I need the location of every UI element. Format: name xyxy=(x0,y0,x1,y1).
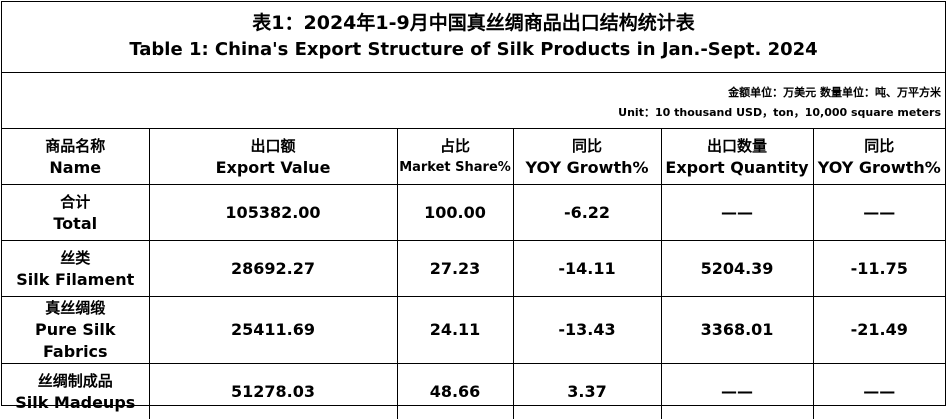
header-cell-en: YOY Growth% xyxy=(514,157,661,179)
header-cell-en: YOY Growth% xyxy=(814,157,946,179)
header-cell-en: Export Value xyxy=(150,157,397,179)
data-cell: 28692.27 xyxy=(149,241,397,297)
data-cell: 48.66 xyxy=(397,364,513,419)
header-cell-en: Name xyxy=(2,157,149,179)
row-label-en: Silk Madeups xyxy=(2,392,149,414)
data-cell: —— xyxy=(813,364,945,419)
header-cell-zh: 同比 xyxy=(514,135,661,157)
row-label-en: Silk Filament xyxy=(2,269,149,291)
data-cell: -6.22 xyxy=(513,185,661,241)
page: {"title": {"zh": "表1：2024年1-9月中国真丝绸商品出口结… xyxy=(0,1,949,410)
data-cell: 100.00 xyxy=(397,185,513,241)
header-cell-zh: 同比 xyxy=(814,135,946,157)
data-cell: —— xyxy=(813,185,945,241)
title-en: Table 1: China's Export Structure of Sil… xyxy=(2,36,945,64)
data-cell: 25411.69 xyxy=(149,297,397,364)
row-label-en: Total xyxy=(2,213,149,235)
data-cell: 3.37 xyxy=(513,364,661,419)
title-zh: 表1：2024年1-9月中国真丝绸商品出口结构统计表 xyxy=(2,10,945,36)
data-cell: —— xyxy=(661,185,813,241)
header-cell-en: Export Quantity xyxy=(662,157,813,179)
data-cell: -11.75 xyxy=(813,241,945,297)
data-cell: 51278.03 xyxy=(149,364,397,419)
header-cell-zh: 出口数量 xyxy=(662,135,813,157)
row-label-zh: 丝类 xyxy=(2,247,149,269)
units-zh: 金额单位：万美元 数量单位：吨、万平方米 xyxy=(2,83,941,103)
units-block: 金额单位：万美元 数量单位：吨、万平方米 Unit：10 thousand US… xyxy=(2,73,945,129)
header-cell-zh: 占比 xyxy=(398,135,513,157)
data-cell: -13.43 xyxy=(513,297,661,364)
data-cell: 24.11 xyxy=(397,297,513,364)
data-cell: 3368.01 xyxy=(661,297,813,364)
document: 表1：2024年1-9月中国真丝绸商品出口结构统计表 Table 1: Chin… xyxy=(1,1,946,406)
data-cell: -21.49 xyxy=(813,297,945,364)
data-cell: 27.23 xyxy=(397,241,513,297)
row-label-zh: 真丝绸缎 xyxy=(2,297,149,319)
row-label-zh: 合计 xyxy=(2,191,149,213)
data-cell: 105382.00 xyxy=(149,185,397,241)
data-cell: -14.11 xyxy=(513,241,661,297)
units-en: Unit：10 thousand USD，ton，10,000 square m… xyxy=(2,103,941,123)
header-cell-zh: 商品名称 xyxy=(2,135,149,157)
row-label-zh: 丝绸制成品 xyxy=(2,370,149,392)
row-label-en: Pure Silk Fabrics xyxy=(2,319,149,363)
header-cell-en: Market Share% xyxy=(398,157,513,179)
title-block: 表1：2024年1-9月中国真丝绸商品出口结构统计表 Table 1: Chin… xyxy=(2,2,945,73)
header-cell-zh: 出口额 xyxy=(150,135,397,157)
data-cell: —— xyxy=(661,364,813,419)
data-cell: 5204.39 xyxy=(661,241,813,297)
